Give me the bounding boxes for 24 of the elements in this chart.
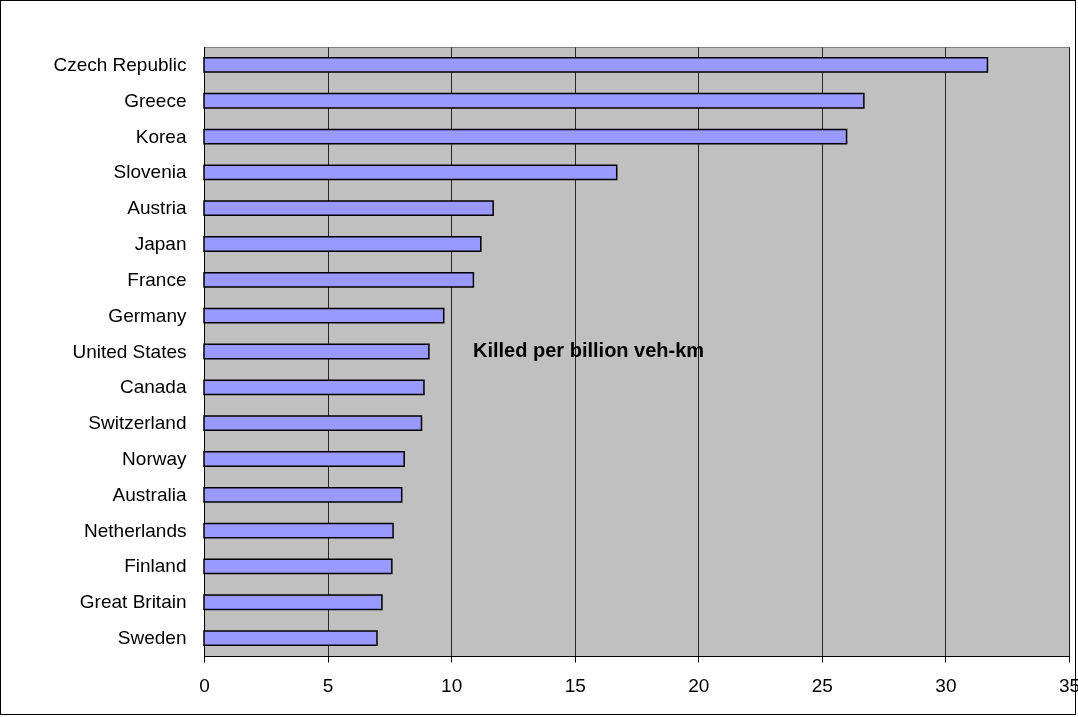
y-tick-label: Germany <box>108 304 187 326</box>
x-tick-label: 30 <box>935 674 957 696</box>
y-tick-label: Korea <box>135 125 187 147</box>
y-tick-label: Sweden <box>117 627 187 649</box>
y-tick-label: Norway <box>122 447 187 469</box>
y-tick-label: Great Britain <box>79 591 187 613</box>
x-tick-label: 5 <box>322 674 334 696</box>
y-tick-label: United States <box>72 340 187 362</box>
x-tick-label: 25 <box>811 674 833 696</box>
x-tick-label: 15 <box>564 674 586 696</box>
y-tick-label: France <box>127 268 187 290</box>
y-tick-label: Slovenia <box>113 161 187 183</box>
y-tick-label: Japan <box>134 233 187 255</box>
y-tick-label: Switzerland <box>88 412 187 434</box>
y-tick-label: Canada <box>119 376 187 398</box>
y-tick-label: Austria <box>127 197 187 219</box>
x-tick-label: 20 <box>688 674 710 696</box>
y-tick-label: Finland <box>124 555 187 577</box>
x-tick-label: 0 <box>199 674 210 696</box>
y-tick-label: Netherlands <box>84 519 187 541</box>
y-tick-label: Australia <box>112 483 187 505</box>
y-tick-label: Czech Republic <box>53 53 187 75</box>
x-tick-label: 10 <box>441 674 463 696</box>
y-tick-label: Greece <box>124 89 187 111</box>
